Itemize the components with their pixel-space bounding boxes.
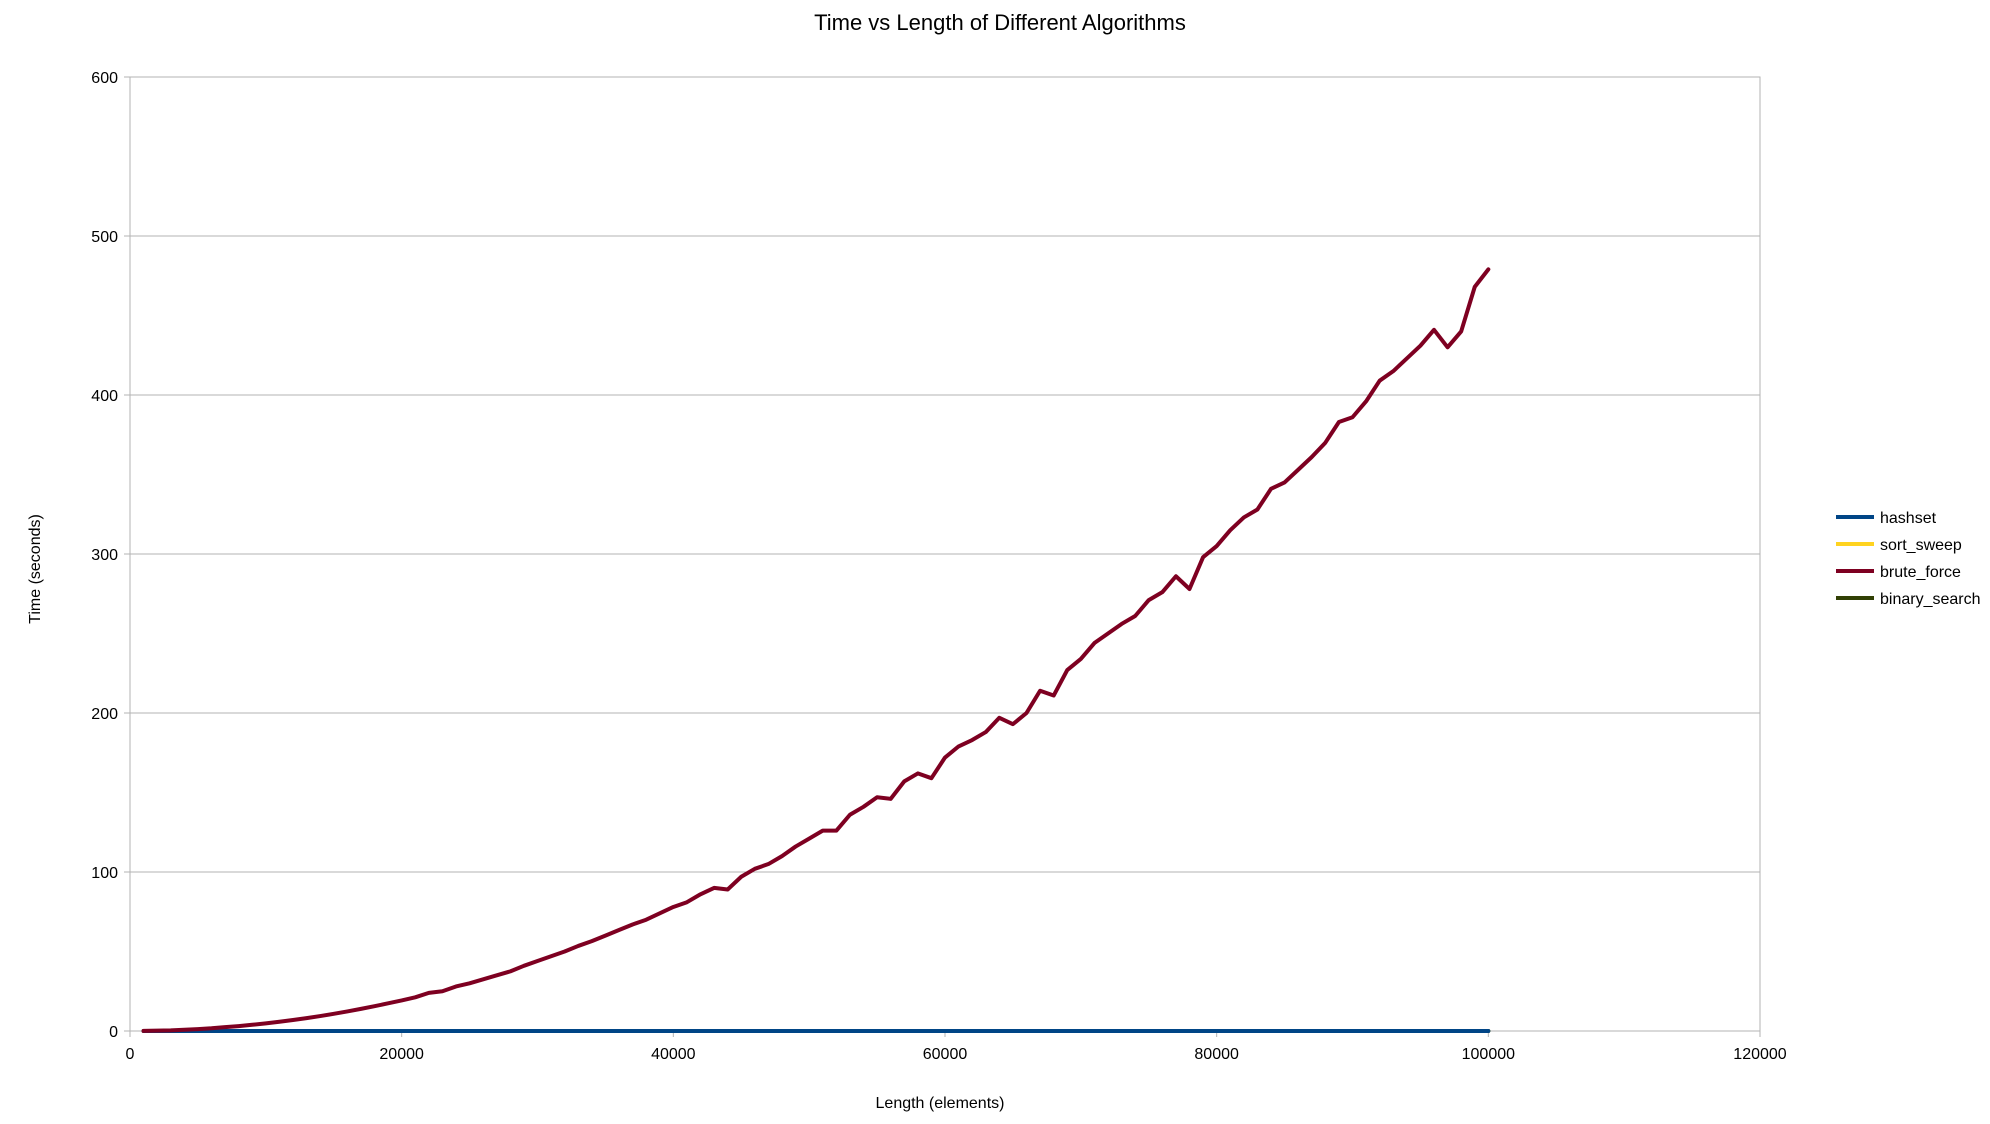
- x-tick-label: 100000: [1462, 1046, 1515, 1063]
- y-axis: 0 100 200 300 400 500 600: [91, 70, 130, 1041]
- y-tick-label: 200: [91, 706, 118, 723]
- legend: hashset sort_sweep brute_force binary_searc…: [1836, 510, 1981, 608]
- x-axis: 0 20000 40000 60000 80000 100000 120000: [126, 1031, 1787, 1063]
- legend-label-sort-sweep: sort_sweep: [1880, 537, 1962, 554]
- x-tick-label: 20000: [379, 1046, 424, 1063]
- series-lines: [141, 267, 1491, 1033]
- x-tick-label: 80000: [1194, 1046, 1239, 1063]
- y-tick-label: 300: [91, 547, 118, 564]
- legend-label-brute-force: brute_force: [1880, 564, 1961, 581]
- y-tick-label: 400: [91, 388, 118, 405]
- y-tick-label: 500: [91, 229, 118, 246]
- x-tick-label: 120000: [1733, 1046, 1786, 1063]
- x-tick-label: 40000: [651, 1046, 696, 1063]
- chart-title: Time vs Length of Different Algorithms: [814, 10, 1186, 35]
- gridlines: [130, 76, 1760, 1032]
- x-axis-label: Length (elements): [876, 1095, 1005, 1112]
- y-tick-label: 0: [109, 1024, 118, 1041]
- y-axis-label: Time (seconds): [27, 514, 44, 624]
- x-tick-label: 60000: [923, 1046, 968, 1063]
- series-line-brute-force: [141, 267, 1491, 1033]
- legend-label-binary-search: binary_search: [1880, 591, 1981, 608]
- x-tick-label: 0: [126, 1046, 135, 1063]
- y-tick-label: 600: [91, 70, 118, 87]
- y-tick-label: 100: [91, 865, 118, 882]
- legend-label-hashset: hashset: [1880, 510, 1937, 527]
